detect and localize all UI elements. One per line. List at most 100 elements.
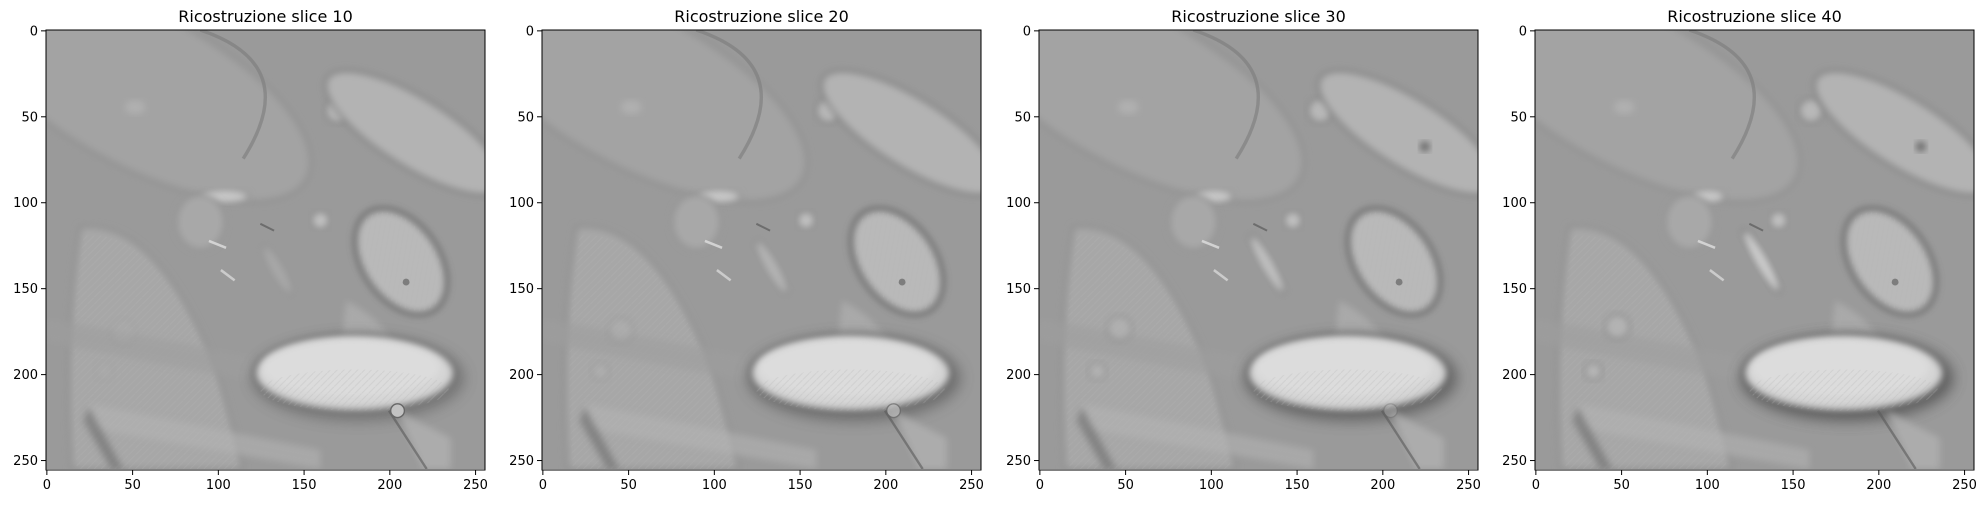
y-tick-label: 150 (1502, 282, 1527, 297)
y-axis: 0 50 100 150 200 250 (509, 24, 542, 469)
feature-lower-right-line (387, 410, 428, 469)
feature-slanted-lens (754, 240, 789, 295)
y-axis: 0 50 100 150 200 250 (1006, 24, 1039, 469)
y-tick-label: 200 (1502, 368, 1527, 383)
feature-right-ellipse-dot (898, 278, 906, 286)
x-axis: 0 50 100 150 200 250 (1036, 470, 1481, 493)
panel-title: Ricostruzione slice 40 (1667, 7, 1842, 26)
feature-right-ellipse-texture (854, 212, 940, 311)
x-tick-label: 150 (292, 478, 317, 493)
feature-right-ellipse-dot (1891, 278, 1899, 286)
feature-right-ellipse-texture (1351, 212, 1437, 311)
y-tick-label: 200 (13, 368, 38, 383)
panel-slice-30: Ricostruzione slice 30 0 50 100 150 200 250 0 50… (1006, 7, 1481, 493)
feature-mid-left-circle (1664, 193, 1715, 251)
x-tick-label: 100 (702, 478, 727, 493)
feature-mid-left-circle (671, 193, 722, 251)
x-axis: 0 50 100 150 200 250 (1532, 470, 1977, 493)
feature-streak-2 (716, 269, 732, 282)
y-tick-label: 200 (509, 368, 534, 383)
feature-top-left-edge (695, 30, 764, 160)
feature-top-left-ellipse (542, 30, 809, 204)
feature-lower-left-band-2 (1081, 403, 1314, 469)
feature-left-small-circle-2 (94, 361, 114, 381)
x-tick-label: 200 (873, 478, 898, 493)
x-tick-label: 0 (1036, 478, 1044, 493)
feature-mid-spot (796, 210, 816, 230)
feature-mid-spot (310, 210, 330, 230)
feature-lower-right-wedge (893, 410, 947, 469)
feature-left-small-circle-1 (1106, 315, 1133, 342)
feature-lower-right-line (1876, 410, 1917, 469)
x-tick-label: 250 (463, 478, 488, 493)
feature-streak-2 (1709, 269, 1725, 282)
feature-lower-right-line (1380, 410, 1421, 469)
feature-streak-3 (755, 222, 771, 232)
y-tick-label: 0 (1023, 24, 1031, 39)
feature-slanted-lens (1248, 234, 1286, 294)
panel-title: Ricostruzione slice 20 (674, 7, 849, 26)
x-tick-label: 50 (1613, 478, 1630, 493)
x-tick-label: 250 (959, 478, 984, 493)
y-tick-label: 150 (13, 282, 38, 297)
feature-lower-right-wedge (1390, 410, 1444, 469)
feature-top-left-edge (1192, 30, 1261, 160)
x-tick-label: 200 (377, 478, 402, 493)
y-tick-label: 250 (509, 454, 534, 469)
feature-lower-diagonal (83, 407, 124, 469)
reconstruction-image (46, 30, 485, 469)
feature-lower-left-band-2 (584, 403, 817, 469)
y-tick-label: 150 (509, 282, 534, 297)
y-tick-label: 200 (1006, 368, 1031, 383)
x-tick-label: 200 (1866, 478, 1891, 493)
y-tick-label: 50 (1510, 110, 1527, 125)
feature-streak-2 (1213, 269, 1229, 282)
feature-left-small-circle-2 (1583, 361, 1603, 381)
panel-title: Ricostruzione slice 10 (178, 7, 353, 26)
feature-streak-2 (220, 269, 236, 282)
y-tick-label: 100 (1006, 196, 1031, 211)
feature-top-spot (124, 100, 146, 115)
feature-mid-left-circle (175, 193, 226, 251)
y-tick-label: 50 (21, 110, 38, 125)
feature-lower-left-band (1039, 318, 1245, 382)
x-tick-label: 0 (539, 478, 547, 493)
feature-lower-blob (389, 403, 406, 419)
feature-right-ellipse-dot (1395, 278, 1403, 286)
feature-lower-left-band-2 (1577, 403, 1810, 469)
feature-lower-left-band (46, 318, 252, 382)
x-axis: 0 50 100 150 200 250 (43, 470, 488, 493)
feature-big-ellipse-texture (1253, 369, 1442, 411)
panel-title: Ricostruzione slice 30 (1171, 7, 1346, 26)
axes-frame (541, 29, 982, 471)
feature-upper-right-ellipse (1317, 69, 1478, 196)
y-tick-label: 100 (1502, 196, 1527, 211)
x-tick-label: 100 (1199, 478, 1224, 493)
y-tick-label: 250 (1502, 454, 1527, 469)
axes-frame (1038, 29, 1479, 471)
feature-lower-right-line (883, 410, 924, 469)
y-tick-label: 250 (1006, 454, 1031, 469)
feature-top-spot (620, 100, 642, 115)
feature-upper-right-ellipse (1813, 69, 1974, 196)
feature-top-left-ellipse (46, 30, 313, 204)
feature-lower-diagonal (579, 407, 620, 469)
x-tick-label: 50 (620, 478, 637, 493)
x-tick-label: 0 (1532, 478, 1540, 493)
feature-lower-left-band (1535, 318, 1741, 382)
y-tick-label: 100 (13, 196, 38, 211)
feature-lower-left-band-2 (88, 403, 321, 469)
feature-streak-1 (208, 239, 227, 249)
feature-lower-diagonal (1076, 407, 1117, 469)
feature-lower-left-band (542, 318, 748, 382)
feature-lower-right-wedge (1886, 410, 1940, 469)
x-tick-label: 250 (1456, 478, 1481, 493)
feature-lower-blob (885, 403, 902, 419)
feature-upper-right-ellipse (324, 69, 485, 196)
feature-streak-1 (1697, 239, 1716, 249)
x-tick-label: 100 (206, 478, 231, 493)
x-tick-label: 100 (1695, 478, 1720, 493)
reconstruction-image (1535, 30, 1974, 469)
feature-top-left-edge (199, 30, 268, 160)
feature-left-small-circle-1 (608, 317, 634, 343)
